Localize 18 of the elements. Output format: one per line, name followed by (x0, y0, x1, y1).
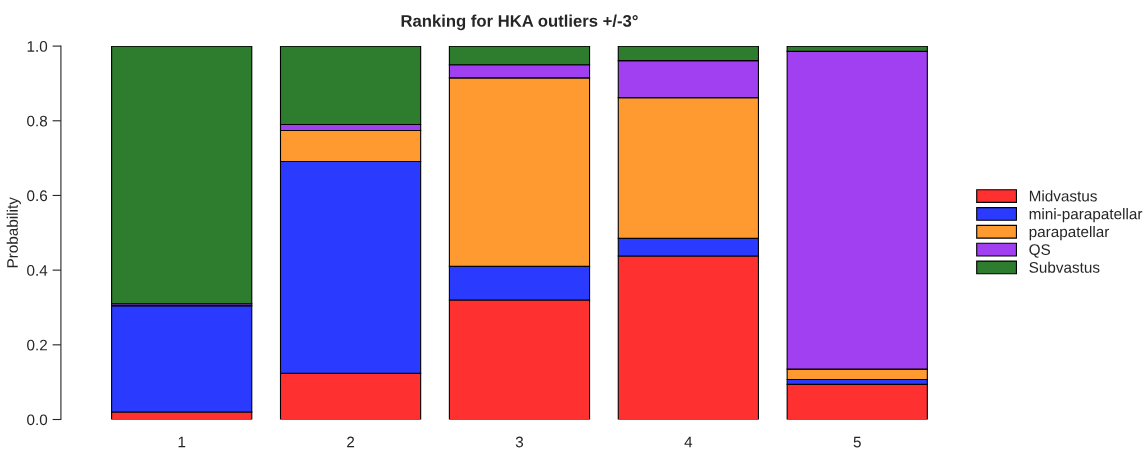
x-tick-label: 3 (515, 436, 524, 448)
y-tick-label: 0.8 (27, 115, 48, 127)
y-tick-label: 0.6 (27, 190, 48, 202)
y-tick-label: 0.4 (27, 265, 48, 276)
y-tick-label: 1.0 (27, 40, 48, 52)
y-axis-title: Probability (6, 197, 21, 268)
legend-label: Subvastus (1029, 261, 1100, 273)
legend-label: parapatellar (1029, 225, 1110, 241)
x-tick-label: 4 (684, 436, 693, 448)
chart-title: Ranking for HKA outliers +/-3° (401, 14, 638, 31)
y-tick-label: 0.0 (27, 414, 48, 426)
x-tick-label: 2 (347, 436, 355, 448)
x-tick-label: 5 (853, 436, 861, 448)
legend-label: QS (1029, 244, 1051, 258)
y-tick-label: 0.2 (27, 339, 47, 351)
legend-label: mini-parapatellar (1029, 208, 1143, 223)
x-tick-label: 1 (178, 436, 186, 448)
legend-label: Midvastus (1029, 190, 1097, 202)
